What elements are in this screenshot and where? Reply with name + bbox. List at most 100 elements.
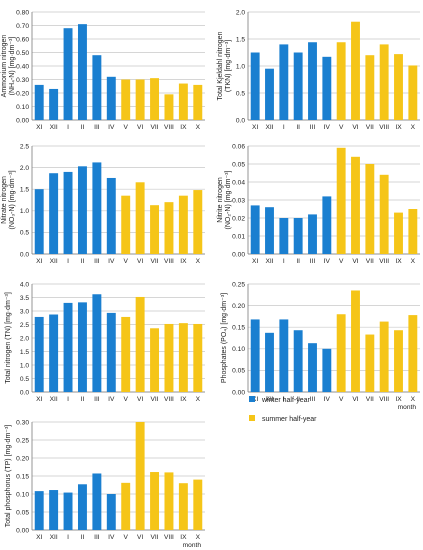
y-tick-label: 3.5 [20,295,29,302]
x-tick-label: II [81,534,85,541]
bar-VI [135,296,145,392]
bar-V [336,314,346,392]
bar-VII [365,55,375,121]
bar-V [121,482,131,530]
x-tick-label: X [196,396,201,403]
bar-XI [34,491,44,530]
bar-IX [394,330,403,392]
y-tick-label: 0.15 [232,325,245,332]
y-tick-label: 1.0 [20,208,29,215]
y-tick-label: 0.00 [232,389,245,396]
bar-III [92,55,102,121]
bar-XII [265,68,274,120]
x-tick-label: VIII [379,396,389,403]
bar-XI [250,52,260,120]
bar-II [77,302,87,392]
bar-II [77,24,87,120]
bar-IX [394,212,403,254]
y-tick-label: 0.10 [16,104,29,111]
x-tick-label: IX [395,396,402,403]
x-tick-label: IX [180,258,187,265]
x-tick-label: XII [50,534,58,541]
y-tick-label: 0.05 [232,161,245,168]
x-tick-label: X [411,396,416,403]
bar-VIII [164,472,174,530]
y-tick-label: 0.0 [20,389,29,396]
y-tick-label: 0.40 [16,63,29,70]
x-tick-label: XI [36,534,42,541]
x-tick-label: VIII [164,396,174,403]
bar-X [193,323,203,392]
bar-I [63,28,73,121]
x-tick-label: XI [252,124,258,131]
x-tick-label: X [196,124,201,131]
bar-VIII [379,174,389,254]
x-tick-label: IX [395,124,402,131]
x-tick-label: IV [108,258,115,265]
x-tick-label: III [94,534,100,541]
bar-VI [135,182,145,254]
bar-XI [34,316,44,392]
x-tick-label: V [124,396,129,403]
x-tick-label: VI [137,534,143,541]
bar-XII [49,173,59,254]
y-tick-label: 0.0 [20,251,29,258]
bar-XII [49,490,59,530]
chart-2: 0.00.51.01.52.0XI XII I II III IV V VI VII VIII IX… [217,9,420,131]
bar-IX [178,83,188,120]
x-tick-label: III [310,396,316,403]
y-tick-label: 2.0 [20,165,29,172]
bar-II [293,218,303,254]
bar-VI [351,21,360,120]
x-tick-label: V [124,534,129,541]
bar-X [193,479,203,530]
bar-X [193,190,203,254]
x-tick-label: X [196,534,201,541]
x-tick-label: VII [151,258,159,265]
x-tick-label: VII [151,396,159,403]
y-tick-label: 0.0 [236,117,245,124]
y-tick-label: 0.70 [16,23,29,30]
x-tick-label: I [283,396,285,403]
y-axis-title: Phosphates (PO₄) [mg·dm⁻³] [221,293,228,383]
y-tick-label: 0.00 [16,527,29,534]
chart-5: 0.00.51.01.52.02.53.03.54.0XI XII I II III IV… [5,281,205,403]
bar-V [336,42,346,120]
y-tick-label: 0.15 [16,473,29,480]
x-tick-label: II [296,258,300,265]
y-tick-label: 0.04 [232,179,245,186]
x-tick-label: VI [352,258,358,265]
x-tick-label: IV [108,534,115,541]
y-tick-label: 2.0 [236,9,245,16]
bar-XI [250,319,260,392]
x-tick-label: VII [151,534,159,541]
bar-IX [178,195,188,254]
x-tick-label: VIII [164,258,174,265]
bar-VII [150,78,160,120]
x-tick-label: III [310,258,316,265]
bar-IV [106,177,116,254]
x-axis-title: month [183,542,202,549]
y-tick-label: 1.5 [20,349,29,356]
y-tick-label: 0.10 [232,346,245,353]
y-tick-label: 0.03 [232,197,245,204]
x-tick-label: I [67,534,69,541]
x-tick-label: II [296,124,300,131]
x-tick-label: V [124,124,129,131]
bar-X [408,315,418,392]
x-tick-label: IV [324,124,331,131]
legend-label-summer: summer half-year [262,416,317,423]
bar-XII [265,332,274,392]
x-tick-label: V [339,396,344,403]
y-tick-label: 0.80 [16,9,29,16]
bar-VI [135,422,145,530]
x-tick-label: XII [265,258,273,265]
y-axis-title: Total phosphorus (TP) [mg·dm⁻³] [5,425,12,528]
bar-VI [135,79,145,120]
bar-XI [34,189,44,254]
